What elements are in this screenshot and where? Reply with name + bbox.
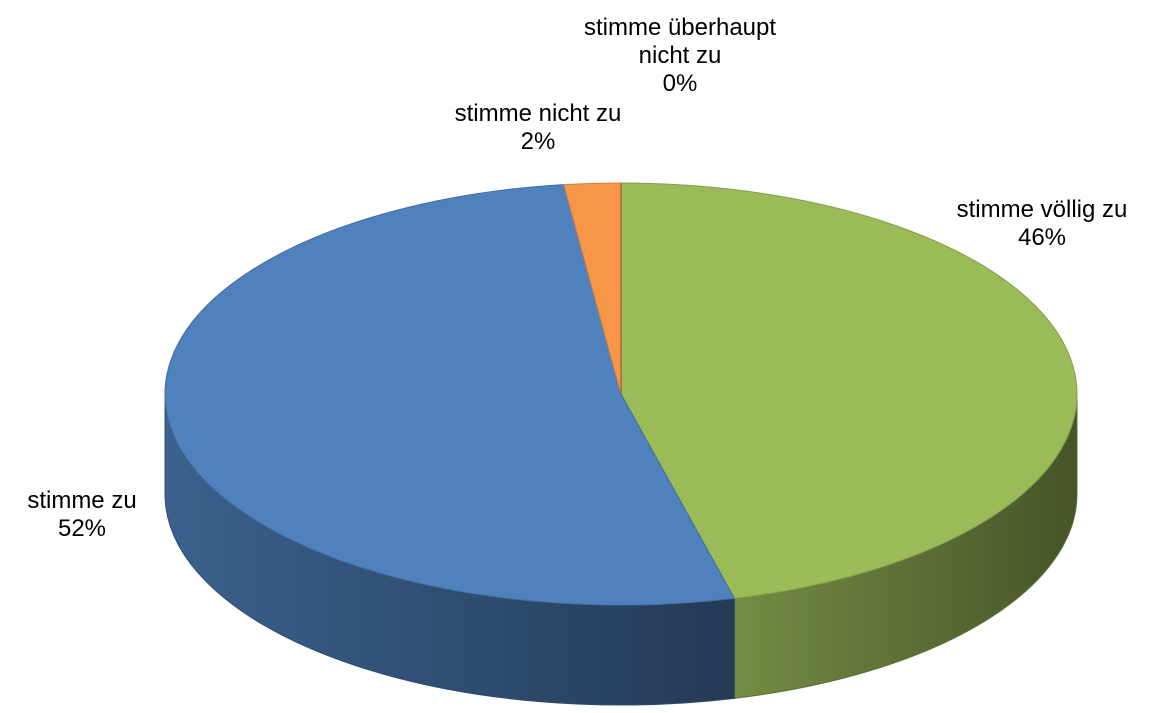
category-label: stimme nicht zu	[454, 100, 622, 127]
category-label: stimme zu	[27, 487, 137, 514]
data-label: stimme nicht zu 2%	[455, 100, 622, 156]
value-label: 0%	[662, 70, 698, 97]
value-label: 52%	[57, 515, 107, 542]
category-label: stimme überhaupt nicht zu	[583, 14, 777, 69]
value-label: 2%	[520, 128, 556, 155]
category-label: stimme völlig zu	[956, 196, 1128, 223]
slice	[620, 182, 1078, 599]
data-label: stimme völlig zu 46%	[957, 196, 1128, 252]
data-label: stimme überhaupt nicht zu 0%	[580, 14, 780, 98]
value-label: 46%	[1017, 224, 1067, 251]
data-label: stimme zu 52%	[27, 487, 136, 543]
